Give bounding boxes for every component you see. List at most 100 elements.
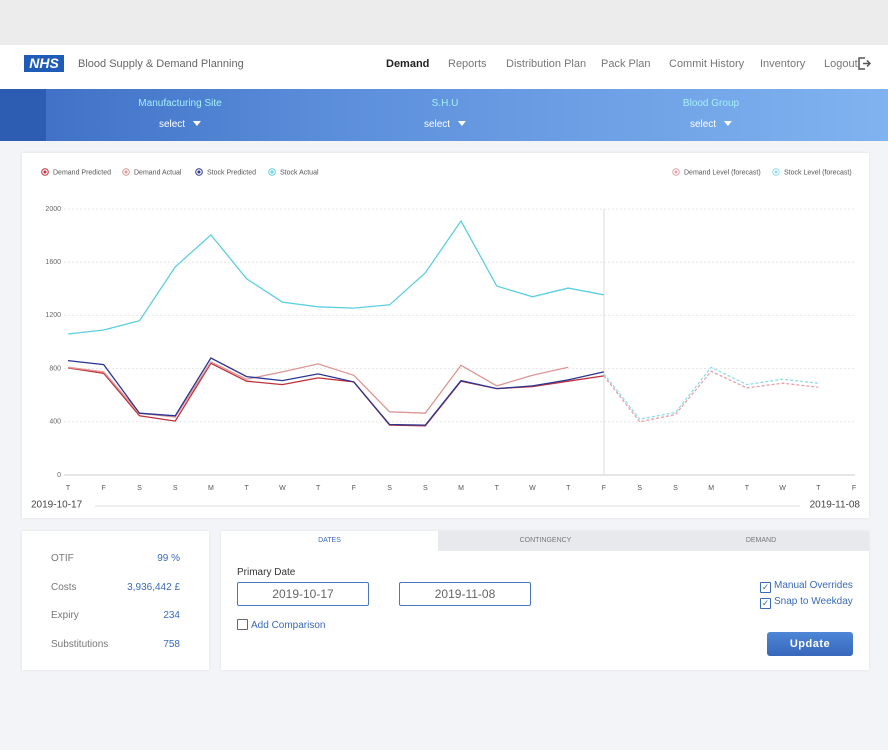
legend-label: Stock Predicted <box>207 169 256 176</box>
y-tick-label: 2000 <box>45 206 61 213</box>
stat-label: Substitutions <box>51 638 109 650</box>
y-tick-label: 400 <box>49 419 61 426</box>
caret <box>193 121 202 126</box>
legend-dot <box>43 170 47 174</box>
stat-value: 3,936,442 £ <box>127 581 180 593</box>
legend-dot <box>774 170 778 174</box>
stat-label: Expiry <box>51 610 79 621</box>
x-tick-label: T <box>495 485 500 492</box>
caret <box>458 121 467 126</box>
checkbox-box[interactable]: ✓ <box>760 598 771 609</box>
filter-label: S.H.U <box>431 98 459 109</box>
x-tick-label: F <box>102 485 106 492</box>
x-tick-label: T <box>816 485 821 492</box>
chart: 0 400 800 1200 1600 2000 T F S S M T W T F S S M T W T F S S M T W… <box>31 168 861 511</box>
stat-value: 758 <box>163 638 180 650</box>
x-tick-label: S <box>173 485 178 492</box>
x-tick-label: T <box>566 485 571 492</box>
stat-value: 99 % <box>157 553 180 564</box>
x-tick-label: S <box>637 485 642 492</box>
logo[interactable]: NHS <box>24 55 64 72</box>
legend-label: Demand Level (forecast) <box>684 169 761 176</box>
x-tick-label: T <box>66 485 71 492</box>
x-tick-label: F <box>352 485 356 492</box>
series-line <box>603 370 819 423</box>
x-tick-label: T <box>745 485 750 492</box>
checkbox-box[interactable]: ✓ <box>760 582 771 593</box>
x-tick-label: M <box>208 485 214 492</box>
legend-dot <box>674 170 678 174</box>
filter-select[interactable]: select <box>159 119 202 130</box>
series-line <box>603 366 819 420</box>
header: NHS Blood Supply & Demand Planning Deman… <box>0 45 888 89</box>
checkbox[interactable]: ✓ Manual Overrides <box>760 580 853 593</box>
legend-dot <box>124 170 128 174</box>
x-tick-label: W <box>279 485 286 492</box>
filter-select[interactable]: select <box>690 119 733 130</box>
date-input[interactable]: 2019-11-08 <box>399 582 531 606</box>
y-tick-label: 1200 <box>45 312 61 319</box>
stat-label: OTIF <box>51 553 74 564</box>
filter-label: Manufacturing Site <box>138 98 222 109</box>
checkbox-box[interactable] <box>237 619 248 630</box>
x-tick-label: S <box>387 485 392 492</box>
nav-item[interactable]: Logout <box>824 58 858 70</box>
series-line <box>67 362 604 427</box>
legend-label: Stock Level (forecast) <box>784 169 852 176</box>
x-tick-label: T <box>316 485 321 492</box>
series-line <box>67 219 605 335</box>
x-tick-label: F <box>602 485 606 492</box>
filter-label: Blood Group <box>682 98 740 109</box>
nav-item[interactable]: Demand <box>386 58 430 70</box>
end-date-label: 2019-11-08 <box>810 500 861 511</box>
y-tick-label: 800 <box>49 365 61 372</box>
tab[interactable]: CONTINGENCY <box>438 531 653 551</box>
x-tick-label: M <box>708 485 714 492</box>
checkbox[interactable]: ✓ Snap to Weekday <box>760 596 853 609</box>
stats-card: OTIF 99 % Costs 3,936,442 £ Expiry 234 Substit… <box>22 531 209 670</box>
legend-label: Demand Predicted <box>53 169 111 176</box>
date-input[interactable]: 2019-10-17 <box>237 582 369 606</box>
checkbox-label[interactable]: Manual Overrides <box>774 580 853 591</box>
chart-card: 0 400 800 1200 1600 2000 T F S S M T W T F S S M T W T F S S M T W… <box>22 153 869 518</box>
x-tick-label: F <box>852 485 856 492</box>
checkbox-label[interactable]: Snap to Weekday <box>774 596 853 607</box>
legend-dot <box>270 170 274 174</box>
update-button[interactable]: Update <box>767 632 853 656</box>
tab[interactable]: DATES <box>221 531 438 551</box>
field-label: Primary Date <box>237 567 296 578</box>
nav-item[interactable]: Pack Plan <box>601 58 651 70</box>
stat-value: 234 <box>163 610 180 621</box>
caret <box>724 121 733 126</box>
legend-label: Demand Actual <box>134 169 182 176</box>
y-tick-label: 1600 <box>45 259 61 266</box>
logout-icon[interactable] <box>858 57 871 70</box>
x-tick-label: T <box>245 485 250 492</box>
legend-label: Stock Actual <box>280 169 319 176</box>
x-tick-label: S <box>673 485 678 492</box>
nav-item[interactable]: Reports <box>448 58 487 70</box>
nav-item[interactable]: Distribution Plan <box>506 58 587 70</box>
series-line <box>67 361 569 418</box>
x-tick-label: W <box>529 485 536 492</box>
x-tick-label: S <box>423 485 428 492</box>
x-tick-label: M <box>458 485 464 492</box>
legend-dot <box>197 170 201 174</box>
y-tick-label: 0 <box>57 472 61 479</box>
checkbox-label[interactable]: Add Comparison <box>251 620 326 631</box>
menu-square[interactable] <box>0 89 46 141</box>
filter-bar: Manufacturing Site select S.H.U select Blood… <box>0 89 888 141</box>
series-line <box>67 357 605 426</box>
nav-item[interactable]: Inventory <box>760 58 806 70</box>
top-bar <box>0 0 888 45</box>
stat-label: Costs <box>51 581 77 593</box>
form-card: Primary Date 2019-10-17 2019-11-08 Updat… <box>221 531 869 670</box>
start-date-label: 2019-10-17 <box>31 500 83 511</box>
checkbox[interactable]: Add Comparison <box>237 619 325 631</box>
tab[interactable]: DEMAND <box>653 531 869 551</box>
x-tick-label: S <box>137 485 142 492</box>
filter-select[interactable]: select <box>424 119 467 130</box>
x-tick-label: W <box>779 485 786 492</box>
nav-item[interactable]: Commit History <box>669 58 745 70</box>
